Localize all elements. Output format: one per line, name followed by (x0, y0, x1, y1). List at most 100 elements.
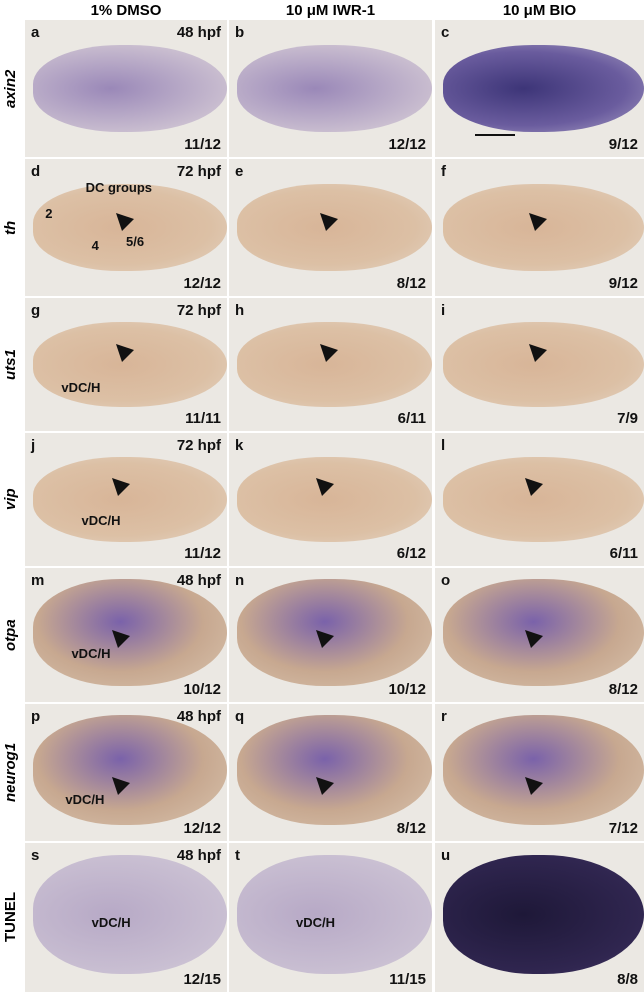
image-panel: q 8/12 (229, 704, 432, 841)
stage-label: 72 hpf (176, 163, 221, 180)
embryo (33, 854, 227, 975)
annotation: vDC/H (91, 914, 131, 930)
count-label: 12/15 (183, 971, 221, 988)
arrowhead (111, 630, 130, 649)
image-panel: g 72 hpf 11/11 vDC/H (25, 298, 227, 431)
arrowhead (316, 630, 335, 649)
embryo (33, 321, 227, 408)
annotation: 5/6 (126, 234, 145, 250)
count-label: 9/12 (608, 275, 638, 292)
panel-letter: e (235, 163, 244, 180)
scale-bar (475, 134, 515, 136)
panel-letter: q (235, 708, 245, 725)
arrowhead (524, 630, 543, 649)
embryo (443, 714, 644, 825)
count-label: 11/12 (184, 136, 221, 153)
embryo (443, 44, 644, 133)
panel-letter: a (31, 24, 40, 41)
count-label: 12/12 (183, 820, 221, 837)
embryo (237, 578, 432, 686)
image-panel: o 8/12 (435, 568, 644, 702)
image-panel: s 48 hpf 12/15 vDC/H (25, 843, 227, 992)
embryo (237, 456, 432, 543)
annotation: DC groups (85, 179, 153, 195)
row-label: th (2, 220, 19, 235)
count-label: 12/12 (183, 275, 221, 292)
count-label: 8/12 (396, 275, 426, 292)
stage-label: 48 hpf (176, 24, 221, 41)
panel-letter: p (31, 708, 41, 725)
embryo (33, 578, 227, 686)
image-panel: c 9/12 (435, 20, 644, 157)
embryo (237, 854, 432, 975)
count-label: 8/12 (608, 681, 638, 698)
count-label: 9/12 (608, 136, 638, 153)
panel-letter: r (441, 708, 447, 725)
panel-letter: b (235, 24, 245, 41)
embryo (443, 183, 644, 272)
panel-letter: o (441, 572, 451, 589)
panel-letter: g (31, 302, 41, 319)
panel-letter: i (441, 302, 446, 319)
embryo (237, 714, 432, 825)
image-panel: t 11/15 vDC/H (229, 843, 432, 992)
image-panel: k 6/12 (229, 433, 432, 566)
annotation: vDC/H (295, 914, 335, 930)
panel-letter: c (441, 24, 450, 41)
stage-label: 72 hpf (176, 437, 221, 454)
count-label: 6/12 (396, 545, 426, 562)
embryo (33, 456, 227, 543)
panel-letter: s (31, 847, 40, 864)
panel-letter: t (235, 847, 240, 864)
arrowhead (111, 477, 130, 496)
arrowhead (528, 343, 547, 362)
arrowhead (528, 213, 547, 232)
count-label: 10/12 (183, 681, 221, 698)
embryo (237, 44, 432, 133)
stage-label: 48 hpf (176, 572, 221, 589)
image-panel: u 8/8 (435, 843, 644, 992)
panel-letter: m (31, 572, 45, 589)
count-label: 8/12 (396, 820, 426, 837)
count-label: 7/12 (608, 820, 638, 837)
arrowhead (115, 343, 134, 362)
count-label: 8/8 (617, 971, 638, 988)
image-panel: l 6/11 (435, 433, 644, 566)
row-label: TUNEL (2, 892, 19, 943)
column-header: 1% DMSO (90, 2, 162, 19)
arrowhead (524, 477, 543, 496)
image-panel: a 48 hpf 11/12 (25, 20, 227, 157)
panel-letter: h (235, 302, 245, 319)
embryo (443, 578, 644, 686)
panel-letter: f (441, 163, 446, 180)
count-label: 11/15 (389, 971, 426, 988)
count-label: 6/11 (609, 545, 638, 562)
annotation: 4 (91, 238, 99, 254)
count-label: 7/9 (617, 410, 638, 427)
panel-letter: k (235, 437, 244, 454)
stage-label: 48 hpf (176, 708, 221, 725)
annotation: vDC/H (65, 791, 105, 807)
embryo (237, 183, 432, 272)
annotation: vDC/H (81, 512, 121, 528)
image-panel: r 7/12 (435, 704, 644, 841)
arrowhead (115, 213, 134, 232)
embryo (33, 44, 227, 133)
panel-letter: n (235, 572, 245, 589)
embryo (443, 321, 644, 408)
stage-label: 72 hpf (176, 302, 221, 319)
row-label: otpa (2, 619, 19, 651)
embryo (443, 456, 644, 543)
image-panel: m 48 hpf 10/12 vDC/H (25, 568, 227, 702)
image-panel: n 10/12 (229, 568, 432, 702)
embryo (33, 714, 227, 825)
image-panel: j 72 hpf 11/12 vDC/H (25, 433, 227, 566)
row-label: vip (2, 488, 19, 511)
image-panel: b 12/12 (229, 20, 432, 157)
row-label: uts1 (2, 349, 19, 380)
annotation: 2 (45, 205, 53, 221)
count-label: 6/11 (397, 410, 426, 427)
row-label: axin2 (2, 69, 19, 108)
embryo (237, 321, 432, 408)
